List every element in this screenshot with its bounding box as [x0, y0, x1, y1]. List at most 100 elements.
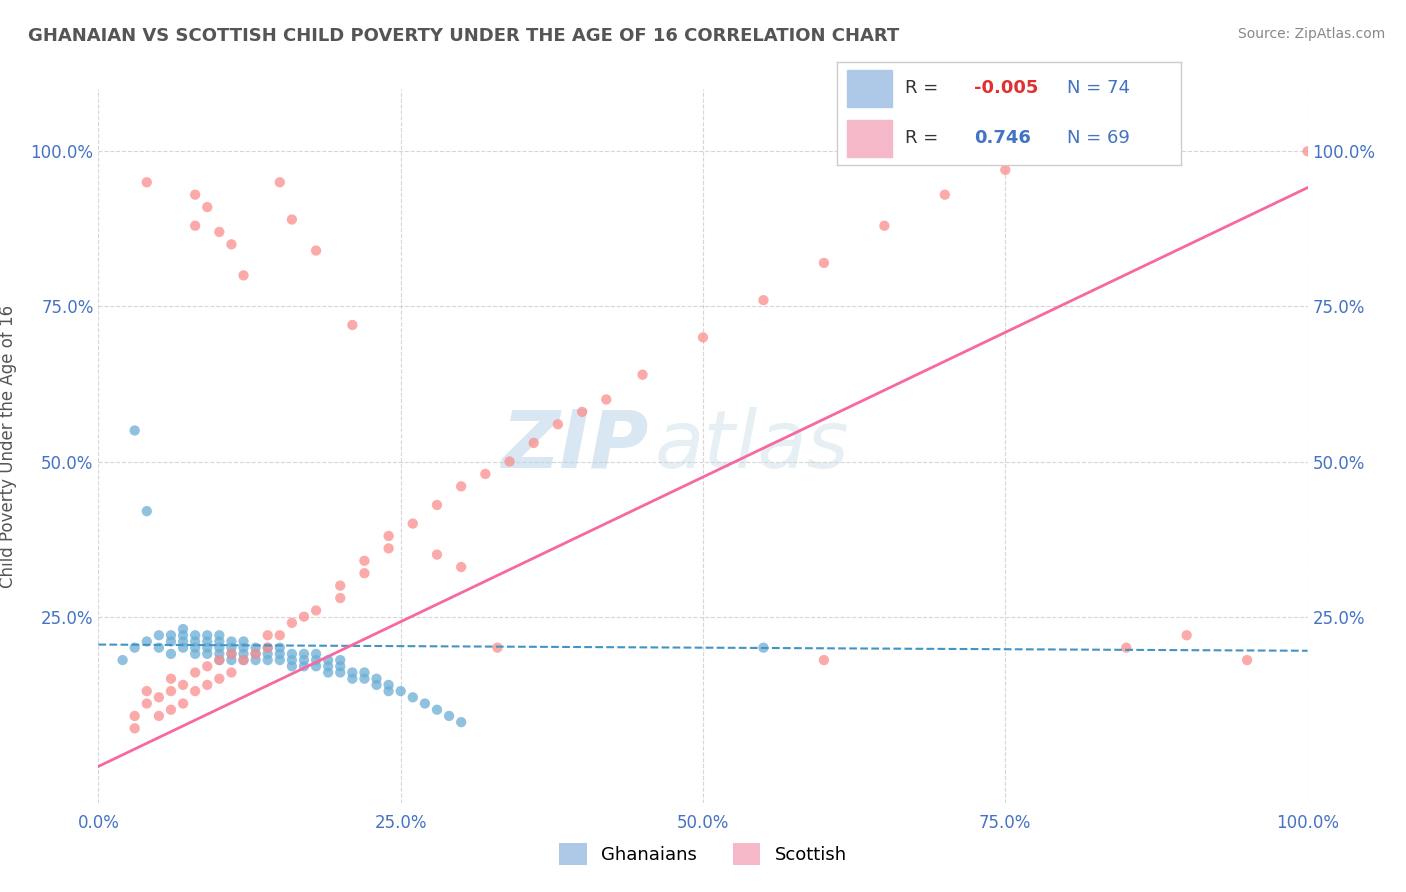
- Point: [195, 200, 218, 214]
- Point: [486, 640, 509, 655]
- Point: [172, 634, 194, 648]
- Point: [316, 659, 339, 673]
- Point: [221, 640, 243, 655]
- Point: [389, 684, 412, 698]
- Point: [316, 665, 339, 680]
- Point: [245, 647, 267, 661]
- Point: [160, 647, 183, 661]
- Point: [221, 634, 243, 648]
- Point: [148, 640, 170, 655]
- Point: [595, 392, 617, 407]
- Point: [221, 665, 243, 680]
- Point: [256, 640, 278, 655]
- Point: [160, 628, 183, 642]
- Point: [305, 647, 328, 661]
- Point: [281, 659, 304, 673]
- Text: Source: ZipAtlas.com: Source: ZipAtlas.com: [1237, 27, 1385, 41]
- Point: [366, 678, 388, 692]
- Point: [160, 684, 183, 698]
- Bar: [846, 70, 891, 106]
- Point: [148, 709, 170, 723]
- Point: [426, 548, 449, 562]
- Point: [111, 653, 134, 667]
- Point: [994, 162, 1017, 177]
- Point: [305, 244, 328, 258]
- Point: [426, 498, 449, 512]
- Point: [160, 703, 183, 717]
- Point: [402, 690, 425, 705]
- Point: [135, 634, 157, 648]
- Y-axis label: Child Poverty Under the Age of 16: Child Poverty Under the Age of 16: [0, 304, 17, 588]
- Point: [353, 566, 375, 581]
- Point: [281, 653, 304, 667]
- Point: [426, 703, 449, 717]
- Point: [1175, 628, 1198, 642]
- Point: [256, 653, 278, 667]
- Point: [292, 609, 315, 624]
- Point: [172, 697, 194, 711]
- Text: 0.746: 0.746: [974, 128, 1031, 147]
- Point: [752, 293, 775, 308]
- Point: [124, 424, 146, 438]
- Point: [342, 665, 364, 680]
- Point: [269, 653, 291, 667]
- Point: [437, 709, 460, 723]
- Point: [135, 684, 157, 698]
- Point: [184, 634, 207, 648]
- Point: [148, 628, 170, 642]
- Point: [292, 659, 315, 673]
- Point: [269, 628, 291, 642]
- Point: [366, 672, 388, 686]
- Point: [232, 653, 254, 667]
- Point: [184, 628, 207, 642]
- Point: [292, 653, 315, 667]
- Point: [245, 647, 267, 661]
- Text: R =: R =: [905, 78, 945, 96]
- Point: [631, 368, 654, 382]
- Point: [245, 640, 267, 655]
- Point: [377, 678, 399, 692]
- Point: [329, 659, 352, 673]
- Point: [184, 219, 207, 233]
- Point: [208, 225, 231, 239]
- Point: [402, 516, 425, 531]
- Point: [305, 653, 328, 667]
- Point: [172, 678, 194, 692]
- Point: [208, 640, 231, 655]
- Point: [692, 330, 714, 344]
- Point: [281, 212, 304, 227]
- Point: [342, 318, 364, 332]
- Point: [208, 634, 231, 648]
- Point: [221, 647, 243, 661]
- Point: [124, 709, 146, 723]
- Point: [256, 640, 278, 655]
- Point: [195, 634, 218, 648]
- Point: [195, 628, 218, 642]
- Point: [329, 579, 352, 593]
- Point: [135, 697, 157, 711]
- Point: [305, 659, 328, 673]
- Point: [221, 653, 243, 667]
- Point: [281, 615, 304, 630]
- Point: [269, 647, 291, 661]
- Point: [256, 647, 278, 661]
- Point: [135, 175, 157, 189]
- Point: [873, 219, 896, 233]
- Point: [377, 529, 399, 543]
- Point: [571, 405, 593, 419]
- Text: -0.005: -0.005: [974, 78, 1039, 96]
- Point: [195, 659, 218, 673]
- Point: [269, 640, 291, 655]
- Point: [148, 690, 170, 705]
- Point: [813, 256, 835, 270]
- Point: [208, 653, 231, 667]
- Point: [184, 684, 207, 698]
- Point: [172, 628, 194, 642]
- Point: [450, 715, 472, 730]
- Bar: [846, 120, 891, 157]
- Point: [329, 653, 352, 667]
- Point: [172, 640, 194, 655]
- Text: atlas: atlas: [655, 407, 849, 485]
- Point: [813, 653, 835, 667]
- Point: [184, 187, 207, 202]
